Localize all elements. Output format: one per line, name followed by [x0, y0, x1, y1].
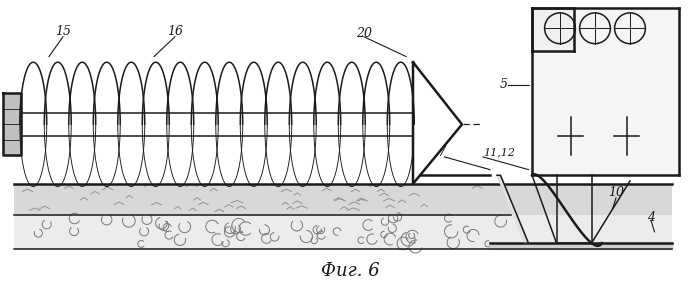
Text: 20: 20	[356, 27, 372, 40]
Polygon shape	[413, 62, 462, 184]
Polygon shape	[497, 175, 528, 243]
Text: 10: 10	[608, 186, 624, 199]
Text: 16: 16	[167, 25, 183, 38]
Text: 11,12: 11,12	[483, 148, 515, 158]
Text: 15: 15	[55, 25, 71, 38]
Text: 5: 5	[500, 78, 508, 91]
Bar	[14, 215, 672, 249]
Text: Фиг. 6: Фиг. 6	[321, 262, 379, 280]
Bar	[14, 184, 672, 215]
Text: 4: 4	[647, 211, 655, 224]
Text: 7: 7	[437, 146, 445, 159]
